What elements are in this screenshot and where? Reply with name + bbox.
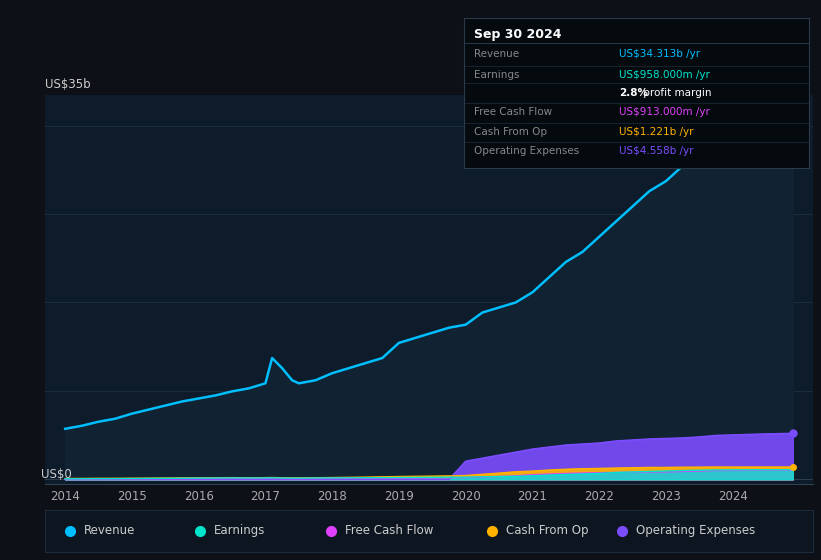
Text: US$4.558b /yr: US$4.558b /yr [619, 147, 694, 156]
Text: Revenue: Revenue [475, 49, 520, 59]
Text: Operating Expenses: Operating Expenses [636, 524, 755, 537]
Text: US$958.000m /yr: US$958.000m /yr [619, 70, 710, 80]
Text: Cash From Op: Cash From Op [475, 127, 548, 137]
Text: US$34.313b /yr: US$34.313b /yr [619, 49, 700, 59]
Text: Operating Expenses: Operating Expenses [475, 147, 580, 156]
Text: Free Cash Flow: Free Cash Flow [475, 108, 553, 118]
Text: US$35b: US$35b [45, 78, 91, 91]
Text: US$1.221b /yr: US$1.221b /yr [619, 127, 694, 137]
Text: Earnings: Earnings [475, 70, 520, 80]
Text: US$0: US$0 [41, 468, 72, 480]
Text: Free Cash Flow: Free Cash Flow [345, 524, 433, 537]
Text: Cash From Op: Cash From Op [506, 524, 588, 537]
Text: US$913.000m /yr: US$913.000m /yr [619, 108, 710, 118]
Text: Earnings: Earnings [214, 524, 265, 537]
Text: profit margin: profit margin [640, 88, 711, 98]
Text: 2.8%: 2.8% [619, 88, 648, 98]
Text: Revenue: Revenue [84, 524, 135, 537]
Text: Sep 30 2024: Sep 30 2024 [475, 29, 562, 41]
